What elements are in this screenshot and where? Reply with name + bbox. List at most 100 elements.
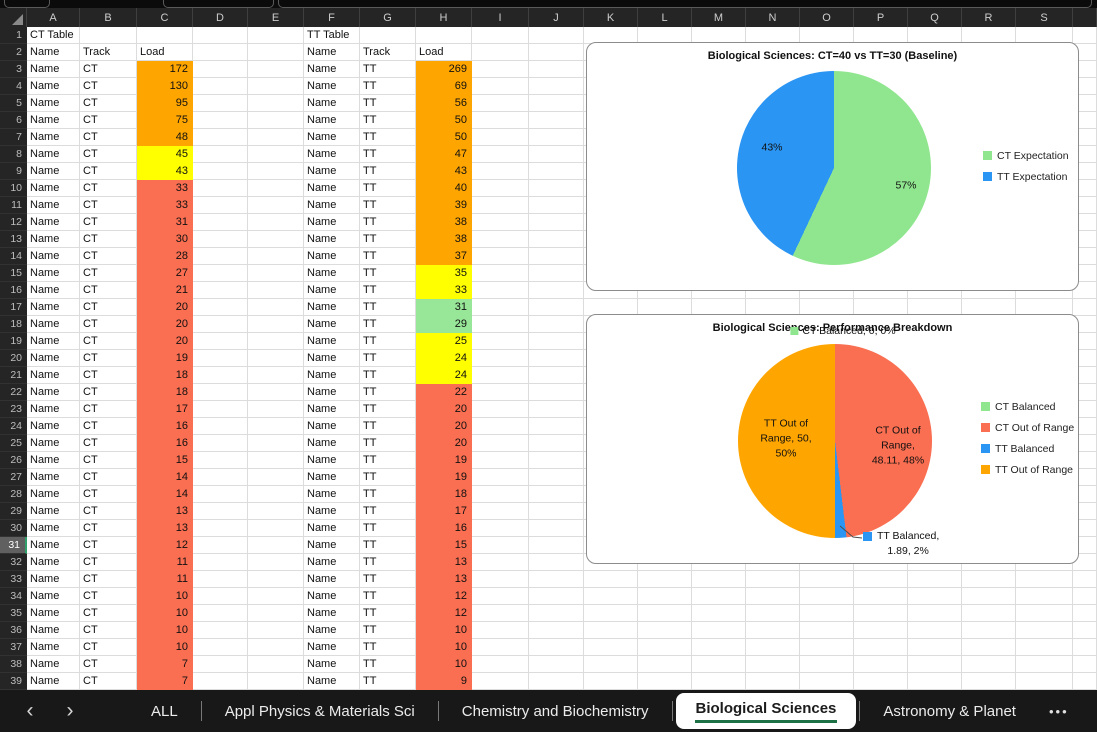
cell[interactable]: Name	[27, 265, 80, 282]
cell[interactable]: 38	[416, 231, 472, 248]
cell[interactable]	[529, 486, 584, 503]
cell[interactable]: Name	[304, 537, 360, 554]
cell[interactable]	[529, 571, 584, 588]
cell[interactable]: 33	[137, 197, 193, 214]
cell[interactable]: TT	[360, 95, 416, 112]
cell[interactable]: TT	[360, 282, 416, 299]
cell[interactable]	[193, 299, 248, 316]
row-header-16[interactable]: 16	[0, 282, 27, 299]
cell[interactable]	[248, 571, 304, 588]
cell[interactable]	[472, 316, 529, 333]
cell[interactable]	[529, 265, 584, 282]
cell[interactable]	[529, 316, 584, 333]
cell[interactable]	[248, 214, 304, 231]
cell[interactable]	[80, 27, 137, 44]
cell[interactable]: Name	[27, 503, 80, 520]
cell[interactable]: Name	[304, 605, 360, 622]
row-header-29[interactable]: 29	[0, 503, 27, 520]
cell[interactable]: Name	[304, 435, 360, 452]
cell[interactable]	[248, 469, 304, 486]
cell[interactable]: Name	[27, 605, 80, 622]
cell[interactable]: Name	[304, 95, 360, 112]
cell[interactable]	[137, 27, 193, 44]
cell[interactable]: 20	[416, 435, 472, 452]
cell[interactable]	[908, 605, 962, 622]
cell[interactable]	[1073, 571, 1097, 588]
cell[interactable]: Load	[416, 44, 472, 61]
cell[interactable]: Name	[27, 78, 80, 95]
cell[interactable]: 38	[416, 214, 472, 231]
sheet-tab-astronomy-planet[interactable]: Astronomy & Planet	[860, 690, 1039, 732]
cell[interactable]	[1073, 27, 1097, 44]
cell[interactable]: Name	[304, 197, 360, 214]
cell[interactable]: 35	[416, 265, 472, 282]
cell[interactable]: TT	[360, 112, 416, 129]
row-header-7[interactable]: 7	[0, 129, 27, 146]
cell[interactable]	[472, 146, 529, 163]
cell[interactable]: TT Table	[304, 27, 360, 44]
cell[interactable]: 33	[137, 180, 193, 197]
cell[interactable]	[1016, 588, 1073, 605]
cell[interactable]: 45	[137, 146, 193, 163]
cell[interactable]	[472, 401, 529, 418]
row-header-15[interactable]: 15	[0, 265, 27, 282]
row-header-12[interactable]: 12	[0, 214, 27, 231]
cell[interactable]: 9	[416, 673, 472, 690]
cell[interactable]	[800, 639, 854, 656]
row-header-30[interactable]: 30	[0, 520, 27, 537]
row-header-9[interactable]: 9	[0, 163, 27, 180]
column-header-M[interactable]: M	[692, 8, 746, 27]
cell[interactable]: 13	[137, 503, 193, 520]
cell[interactable]	[1016, 571, 1073, 588]
row-header-6[interactable]: 6	[0, 112, 27, 129]
cell[interactable]: Name	[27, 299, 80, 316]
cell[interactable]: 43	[416, 163, 472, 180]
row-header-27[interactable]: 27	[0, 469, 27, 486]
cell[interactable]: 39	[416, 197, 472, 214]
cell[interactable]: 95	[137, 95, 193, 112]
row-header-17[interactable]: 17	[0, 299, 27, 316]
chart-baseline[interactable]: Biological Sciences: CT=40 vs TT=30 (Bas…	[586, 42, 1079, 291]
cell[interactable]: 37	[416, 248, 472, 265]
cell[interactable]: Name	[27, 180, 80, 197]
cell[interactable]	[193, 673, 248, 690]
cell[interactable]	[193, 78, 248, 95]
row-header-35[interactable]: 35	[0, 605, 27, 622]
cell[interactable]: CT	[80, 656, 137, 673]
cell[interactable]: CT	[80, 95, 137, 112]
cell[interactable]: Name	[304, 333, 360, 350]
cell[interactable]	[1016, 673, 1073, 690]
cell[interactable]	[529, 537, 584, 554]
cell[interactable]: 269	[416, 61, 472, 78]
cell[interactable]	[908, 622, 962, 639]
cell[interactable]: TT	[360, 435, 416, 452]
cell[interactable]	[800, 673, 854, 690]
cell[interactable]	[193, 571, 248, 588]
cell[interactable]: TT	[360, 129, 416, 146]
sheet-nav-left-icon[interactable]: ‹	[26, 699, 34, 722]
cell[interactable]: 12	[416, 588, 472, 605]
row-header-20[interactable]: 20	[0, 350, 27, 367]
row-header-34[interactable]: 34	[0, 588, 27, 605]
cell[interactable]	[472, 384, 529, 401]
row-header-37[interactable]: 37	[0, 639, 27, 656]
cell[interactable]	[529, 248, 584, 265]
cell[interactable]	[529, 231, 584, 248]
cell[interactable]: 13	[416, 571, 472, 588]
cell[interactable]: 24	[416, 350, 472, 367]
cell[interactable]: 20	[137, 333, 193, 350]
cell[interactable]: TT	[360, 520, 416, 537]
cell[interactable]: Name	[27, 146, 80, 163]
cell[interactable]	[248, 656, 304, 673]
cell[interactable]	[193, 95, 248, 112]
cell[interactable]	[193, 486, 248, 503]
cell[interactable]: Name	[27, 673, 80, 690]
cell[interactable]: Name	[304, 622, 360, 639]
cell[interactable]: 30	[137, 231, 193, 248]
cell[interactable]	[800, 588, 854, 605]
cell[interactable]	[193, 112, 248, 129]
column-header-C[interactable]: C	[137, 8, 193, 27]
cell[interactable]: 20	[137, 299, 193, 316]
cell[interactable]: CT	[80, 588, 137, 605]
cell[interactable]: TT	[360, 299, 416, 316]
